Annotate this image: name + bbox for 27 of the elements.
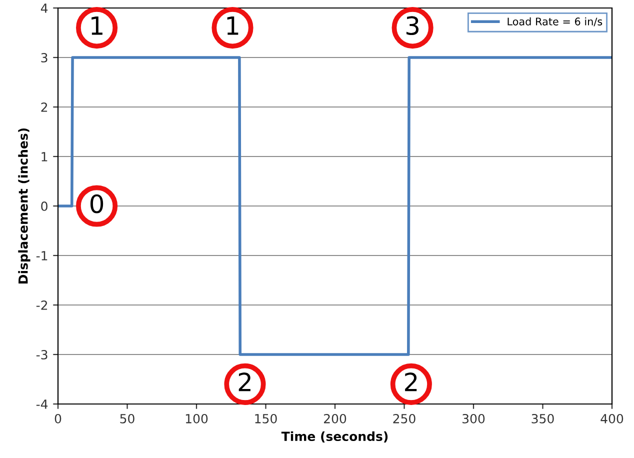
y-tick-label: 2 <box>41 102 48 112</box>
legend-label: Load Rate = 6 in/s <box>508 17 602 26</box>
x-tick-label: 250 <box>393 414 416 424</box>
y-tick-label: -1 <box>36 251 48 260</box>
y-tick-label: 3 <box>41 52 48 62</box>
x-tick-label: 350 <box>532 414 554 424</box>
y-tick-label: -4 <box>36 400 48 409</box>
y-tick-label: 4 <box>40 4 48 13</box>
annotation: 3 <box>406 16 419 36</box>
y-tick-label: 0 <box>41 201 48 211</box>
x-tick-label: 50 <box>120 414 134 424</box>
y-tick-label: 1 <box>42 152 48 162</box>
annotation: 0 <box>90 194 104 214</box>
x-tick-label: 400 <box>600 414 624 424</box>
x-tick-label: 300 <box>462 414 485 424</box>
y-axis-title: Displacement (inches) <box>18 128 30 284</box>
annotation: 1 <box>227 16 238 35</box>
annotation: 2 <box>405 372 417 392</box>
annotation: 1 <box>92 16 102 35</box>
x-tick-label: 150 <box>255 414 277 424</box>
y-tick-label: -3 <box>36 350 48 360</box>
x-tick-label: 0 <box>54 414 62 424</box>
annotation: 2 <box>238 372 250 392</box>
x-tick-label: 200 <box>324 414 346 424</box>
y-tick-label: -2 <box>36 300 48 310</box>
x-axis-title: Time (seconds) <box>281 431 388 443</box>
x-tick-label: 100 <box>186 414 208 424</box>
